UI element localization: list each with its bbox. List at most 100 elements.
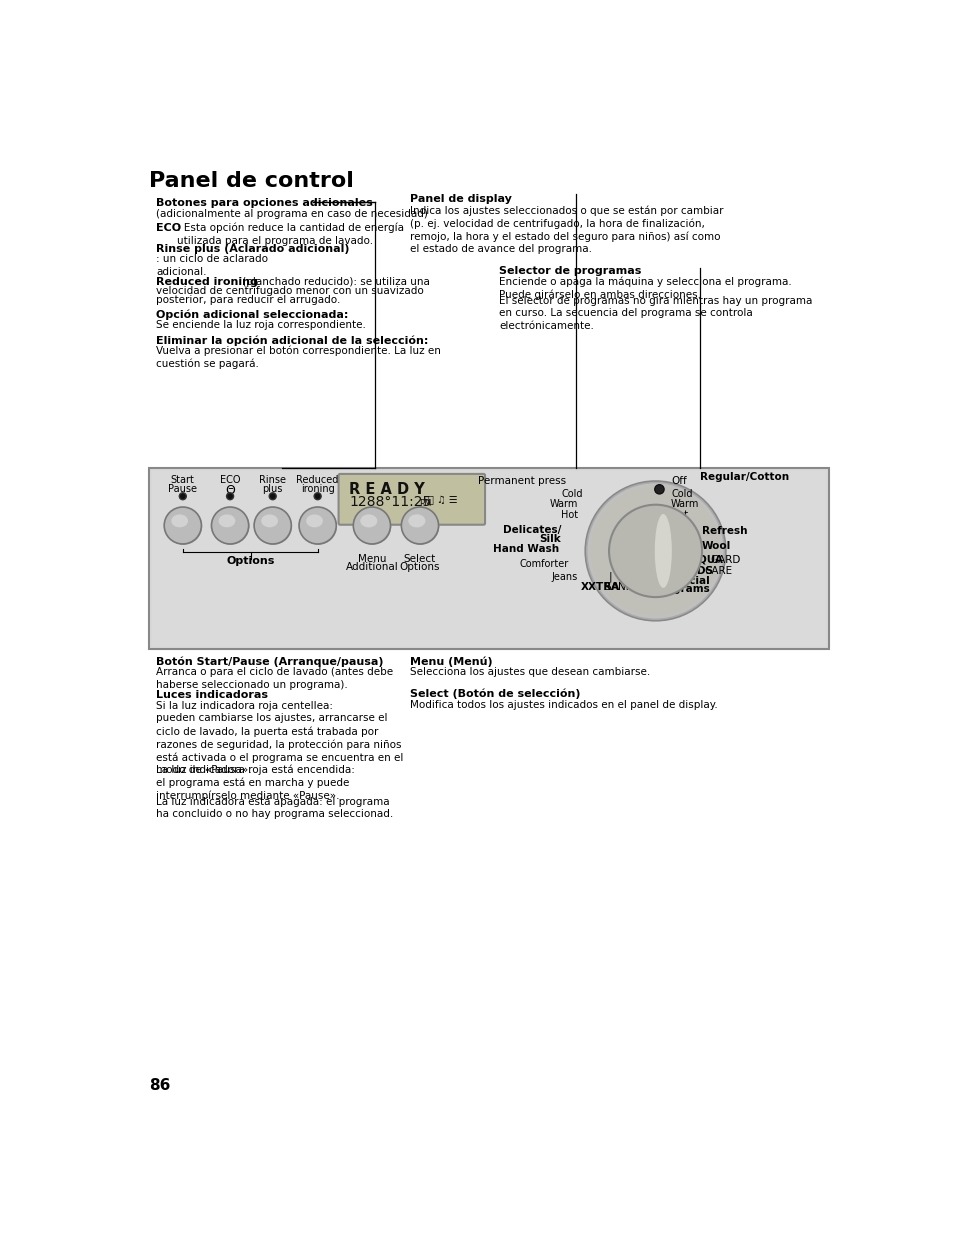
Text: PM: PM [418, 499, 431, 508]
Text: Menu (Menú): Menu (Menú) [410, 656, 492, 667]
Text: Comforter: Comforter [519, 558, 568, 568]
Text: Botón Start/Pause (Arranque/pausa): Botón Start/Pause (Arranque/pausa) [156, 656, 383, 667]
Text: Menu: Menu [357, 555, 386, 564]
Text: ECO: ECO [156, 222, 181, 233]
Text: Options: Options [399, 562, 439, 573]
Text: Θ: Θ [225, 484, 234, 496]
Text: Warm: Warm [670, 499, 699, 509]
Text: Rinse plus (Aclarado adicional): Rinse plus (Aclarado adicional) [156, 245, 350, 254]
Text: Wool: Wool [701, 541, 731, 551]
Text: Panel de control: Panel de control [149, 172, 354, 191]
Ellipse shape [360, 514, 377, 527]
Circle shape [165, 508, 202, 545]
Text: Modifica todos los ajustes indicados en el panel de display.: Modifica todos los ajustes indicados en … [410, 699, 717, 710]
Text: KIDS: KIDS [684, 567, 712, 577]
Text: velocidad de centrifugado menor con un suavizado: velocidad de centrifugado menor con un s… [156, 287, 424, 296]
Text: Options: Options [227, 556, 274, 567]
Circle shape [212, 508, 249, 543]
Text: Indica los ajustes seleccionados o que se están por cambiar
(p. ej. velocidad de: Indica los ajustes seleccionados o que s… [410, 205, 722, 254]
Circle shape [164, 508, 201, 543]
Ellipse shape [654, 514, 671, 588]
Text: Vuelva a presionar el botón correspondiente. La luz en
cuestión se pagará.: Vuelva a presionar el botón correspondie… [156, 346, 441, 369]
Text: : un ciclo de aclarado
adicional.: : un ciclo de aclarado adicional. [156, 254, 268, 277]
Ellipse shape [306, 515, 322, 527]
Circle shape [227, 493, 233, 500]
FancyBboxPatch shape [338, 474, 484, 525]
Text: |: | [608, 572, 612, 582]
Text: Regular/Cotton: Regular/Cotton [700, 472, 789, 482]
Text: Reduced ironing: Reduced ironing [156, 277, 258, 287]
Text: Luces indicadoras: Luces indicadoras [156, 690, 268, 700]
Ellipse shape [218, 515, 235, 527]
Circle shape [212, 508, 249, 545]
Circle shape [353, 508, 390, 543]
Text: Start: Start [171, 475, 194, 485]
Text: CARE: CARE [703, 567, 732, 577]
Text: Off: Off [670, 477, 686, 487]
Text: Rinse: Rinse [259, 475, 286, 485]
Bar [152, 471, 825, 646]
Text: (planchado reducido): se utiliza una: (planchado reducido): se utiliza una [239, 277, 430, 287]
Text: Hand Wash: Hand Wash [493, 543, 558, 555]
Text: 86: 86 [149, 1078, 170, 1093]
Text: Select: Select [403, 555, 436, 564]
Text: Special: Special [666, 576, 709, 585]
Text: Pause: Pause [168, 484, 197, 494]
Text: Additional: Additional [345, 562, 397, 573]
Text: AQUA: AQUA [691, 555, 723, 564]
Text: Refresh: Refresh [701, 526, 747, 536]
Text: ⚽ ♫ ☰: ⚽ ♫ ☰ [428, 495, 457, 505]
Ellipse shape [172, 515, 188, 527]
Text: plus: plus [262, 484, 283, 494]
Text: La luz indicadora roja está encendida:
el programa está en marcha y puede
interr: La luz indicadora roja está encendida: e… [156, 764, 355, 800]
Circle shape [608, 505, 701, 597]
Circle shape [654, 484, 663, 494]
Text: |: | [675, 567, 679, 577]
Text: Permanent press: Permanent press [477, 477, 565, 487]
Text: Select (Botón de selección): Select (Botón de selección) [410, 689, 579, 699]
Text: Opción adicional seleccionada:: Opción adicional seleccionada: [156, 310, 349, 320]
Text: Hot: Hot [670, 510, 687, 520]
Text: (adicionalmente al programa en caso de necesidad): (adicionalmente al programa en caso de n… [156, 209, 428, 219]
Text: El selector de programas no gira mientras hay un programa
en curso. La secuencia: El selector de programas no gira mientra… [498, 296, 812, 331]
Text: La luz indicadora está apagada: el programa
ha concluido o no hay programa selec: La luz indicadora está apagada: el progr… [156, 797, 394, 820]
Text: Se enciende la luz roja correspondiente.: Se enciende la luz roja correspondiente. [156, 320, 366, 330]
Text: GARD: GARD [710, 555, 740, 564]
Text: Eliminar la opción adicional de la selección:: Eliminar la opción adicional de la selec… [156, 336, 429, 346]
Text: Warm: Warm [549, 499, 578, 509]
Text: ironing: ironing [300, 484, 335, 494]
Circle shape [401, 508, 438, 543]
Text: Programs: Programs [653, 584, 709, 594]
Text: : Esta opción reduce la cantidad de energía
utilizada para el programa de lavado: : Esta opción reduce la cantidad de ener… [176, 222, 403, 246]
Circle shape [179, 493, 186, 500]
Text: Selecciona los ajustes que desean cambiarse.: Selecciona los ajustes que desean cambia… [410, 667, 649, 677]
Text: Enciende o apaga la máquina y selecciona el programa.
Puede girárselo en ambas d: Enciende o apaga la máquina y selecciona… [498, 275, 791, 300]
Circle shape [269, 493, 276, 500]
Ellipse shape [261, 515, 277, 527]
Text: Arranca o para el ciclo de lavado (antes debe
haberse seleccionado un programa).: Arranca o para el ciclo de lavado (antes… [156, 667, 394, 689]
Text: Reduced: Reduced [296, 475, 338, 485]
Text: ECO: ECO [219, 475, 240, 485]
Bar [149, 468, 828, 648]
Circle shape [354, 508, 391, 545]
Text: Cold: Cold [670, 489, 692, 499]
Text: Delicates/: Delicates/ [502, 526, 560, 536]
Text: Hot: Hot [560, 510, 578, 520]
Circle shape [253, 508, 291, 543]
Circle shape [402, 508, 439, 545]
Text: posterior, para reducir el arrugado.: posterior, para reducir el arrugado. [156, 294, 340, 305]
Circle shape [298, 508, 335, 543]
Text: SANITARY: SANITARY [604, 582, 654, 592]
Circle shape [314, 493, 321, 500]
Ellipse shape [408, 514, 425, 527]
Text: Botones para opciones adicionales: Botones para opciones adicionales [156, 199, 373, 209]
Text: 1288°11:25: 1288°11:25 [349, 495, 431, 509]
Text: Silk: Silk [538, 534, 560, 543]
Circle shape [299, 508, 336, 545]
Text: Cold: Cold [560, 489, 582, 499]
Text: Panel de display: Panel de display [410, 194, 511, 205]
Circle shape [254, 508, 292, 545]
Text: XXTRA: XXTRA [579, 582, 619, 592]
Circle shape [588, 484, 721, 618]
Text: R E A D Y: R E A D Y [349, 482, 425, 496]
